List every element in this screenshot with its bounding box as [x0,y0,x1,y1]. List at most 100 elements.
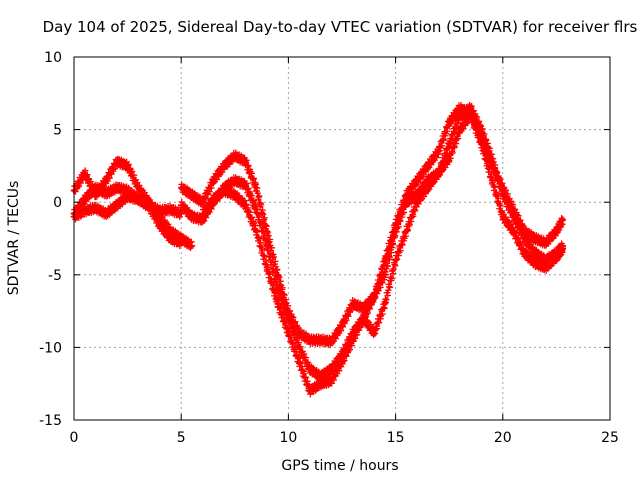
data-point [285,315,292,322]
data-point [521,249,528,257]
x-tick-label: 20 [494,430,512,446]
y-tick-label: 10 [44,50,62,66]
data-point [220,187,228,194]
data-point [328,377,335,384]
series-track-f [199,109,567,398]
data-point [559,245,567,252]
data-point [553,254,560,261]
data-point [263,242,271,249]
data-point [370,329,378,337]
data-point [81,169,88,177]
data-point [413,191,421,199]
x-tick-label: 15 [387,430,405,446]
x-tick-label: 10 [279,430,297,446]
data-point [435,148,442,155]
x-axis-label: GPS time / hours [281,458,398,474]
series-track-e [178,102,567,383]
data-point [317,380,324,387]
data-point [338,358,346,366]
data-point [113,158,121,165]
data-point [167,206,174,213]
data-point [285,329,292,337]
data-point [370,293,378,300]
y-tick-label: -5 [48,268,62,284]
data-point [210,196,217,203]
data-point [81,196,88,203]
data-point [295,358,303,366]
data-point [81,207,88,215]
y-tick-label: 0 [53,195,62,211]
data-point [102,210,110,218]
data-point [188,191,196,199]
data-point [113,184,121,191]
data-point [478,140,485,148]
data-point [135,196,142,203]
data-point [531,259,539,267]
data-point [102,190,110,197]
data-point [242,158,249,165]
data-points [70,101,567,398]
data-point [542,264,549,271]
data-point [242,201,249,209]
data-point [360,315,367,322]
x-tick-label: 0 [70,430,79,446]
data-point [156,222,163,229]
data-point [188,213,196,220]
data-point [242,181,249,188]
data-point [199,199,206,206]
data-point [392,228,399,235]
data-point [553,228,560,235]
data-point [113,201,121,209]
data-point [145,203,153,210]
series-trail [199,109,566,398]
data-point [424,162,431,170]
x-tick-label: 5 [177,430,186,446]
data-point [435,169,442,177]
data-point [531,249,539,257]
data-point [499,191,506,199]
data-point [220,162,228,170]
data-point [559,216,567,223]
x-tick-label: 25 [601,430,619,446]
data-point [102,177,110,184]
data-point [531,235,539,242]
data-point [456,104,464,112]
data-point [92,184,99,191]
data-point [381,271,389,278]
data-point [392,257,399,264]
data-point [349,300,356,308]
data-point [403,199,410,206]
data-point [338,322,346,329]
data-point [253,206,260,213]
y-tick-label: -10 [39,340,62,356]
data-point [542,239,549,247]
data-point [135,184,142,191]
data-point [446,155,453,162]
data-point [231,191,238,199]
data-point [274,300,281,308]
data-point [499,213,506,220]
data-point [488,177,496,184]
data-point [403,228,410,235]
data-point [467,104,474,112]
data-point [231,177,238,184]
data-point [178,201,185,209]
chart-title: Day 104 of 2025, Sidereal Day-to-day VTE… [43,18,638,36]
data-point [199,216,206,223]
data-point [349,336,356,344]
data-point [510,228,517,235]
data-point [253,184,260,191]
data-point [510,213,517,220]
data-point [156,207,163,215]
data-point [328,338,335,345]
y-axis-label: SDTVAR / TECUs [6,181,22,296]
data-point [231,152,238,159]
data-point [263,264,271,271]
data-point [424,177,431,184]
data-point [446,119,453,126]
data-point [199,210,206,218]
data-point [456,126,464,133]
data-point [253,228,260,235]
data-point [317,336,324,344]
